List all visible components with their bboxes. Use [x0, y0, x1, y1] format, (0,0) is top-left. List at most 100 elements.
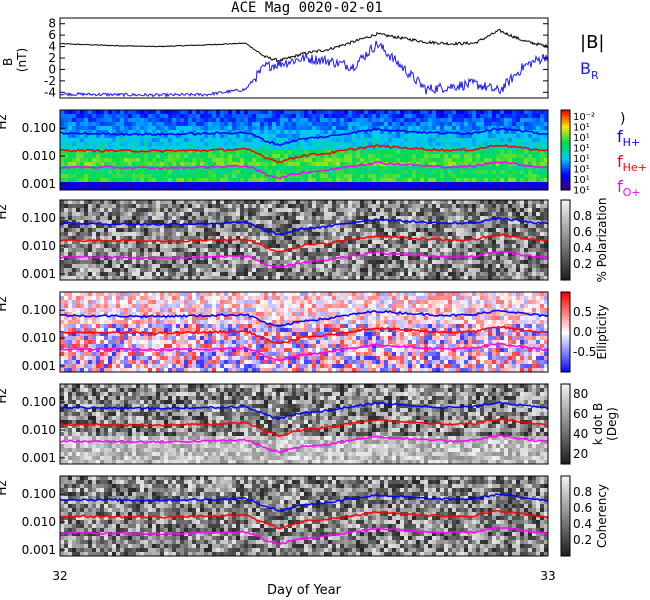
y-tick-label: 0.010	[22, 423, 56, 437]
legend-fHe: fHe+	[617, 152, 647, 174]
y-tick-label: 0.100	[22, 211, 56, 225]
y-tick-label: 8	[48, 17, 56, 31]
colorbar-tick-label: 0.8	[573, 485, 592, 499]
y-axis-label: Hz	[0, 204, 9, 219]
colorbar-frame	[560, 291, 571, 373]
legend-fO: fO+	[617, 177, 641, 199]
series-fO-line	[59, 250, 549, 268]
series-fH-line	[59, 401, 549, 421]
colorbar-tick-label: 10¹	[573, 144, 590, 155]
colorbar: 0.8 0.6 0.4 0.2 Coherency	[560, 475, 609, 557]
panel-kdotb: 0.100 0.010 0.001 Hz 80 60 40 20k dot B(Deg)	[0, 383, 619, 465]
heatmap-cells	[60, 476, 548, 556]
legend-fH: fH+	[617, 127, 640, 149]
series-fH-line	[59, 309, 549, 327]
y-axis-label: Hz	[0, 296, 9, 311]
colorbar-tick-label: 0.2	[573, 533, 592, 547]
panel-data	[59, 28, 549, 99]
series-fO-line	[59, 433, 549, 454]
y-tick-label: 0.001	[22, 451, 56, 465]
legend-paren: )	[620, 111, 625, 127]
colorbar-tick-label: 0.5	[573, 305, 592, 319]
panel-frame	[59, 199, 549, 281]
colorbar-label: k dot B(Deg)	[591, 403, 619, 445]
y-tick-label: 4	[48, 40, 56, 54]
y-tick-label: 0.001	[22, 359, 56, 373]
colorbar-tick-label: 0.2	[573, 257, 592, 271]
series-fHe-line	[59, 143, 549, 164]
x-axis-label: Day of Year	[267, 583, 342, 598]
panel-frame	[59, 291, 549, 373]
colorbar-frame	[560, 383, 571, 465]
y-tick-label: 2	[48, 51, 56, 65]
y-tick-label: -2	[44, 74, 56, 88]
colorbar-tick-label: 10⁻²	[573, 112, 595, 123]
series-fH-line	[60, 216, 549, 236]
y-tick-label: 0.001	[22, 543, 56, 557]
colorbar-label: Ellipticity	[595, 305, 609, 360]
colorbar-tick-label: 10¹	[573, 154, 590, 165]
colorbar-tick-label: 0.4	[573, 241, 592, 255]
x-tick-32: 32	[52, 569, 67, 583]
colorbar-tick-label: 10¹	[573, 165, 590, 176]
colorbar-tick-label: 10¹	[573, 123, 590, 134]
colorbar-tick-label: 10¹	[573, 175, 590, 186]
y-tick-label: 0.100	[22, 395, 56, 409]
panel-frame	[59, 475, 549, 557]
series-fH-line	[59, 492, 549, 512]
series-fHe-line	[59, 509, 549, 530]
colorbar-tick-label: -0.5	[573, 345, 596, 359]
y-axis-label: Hz	[0, 480, 9, 495]
colorbar-frame	[560, 199, 571, 281]
y-tick-label: 0.100	[22, 487, 56, 501]
y-tick-label: -4	[44, 85, 56, 99]
colorbar-tick-label: 80	[573, 387, 588, 401]
colorbar-tick-label: 60	[573, 407, 588, 421]
y-tick-label: 0.100	[22, 303, 56, 317]
y-axis-label: Hz	[0, 114, 9, 129]
series-fO-line	[59, 526, 549, 546]
legend-bmag: |B|	[580, 32, 604, 53]
colorbar-tick-label: 0.4	[573, 517, 592, 531]
colorbar-tick-label: 0.6	[573, 225, 592, 239]
y-tick-label: 0.100	[22, 121, 56, 135]
heatmap-cells	[60, 200, 548, 280]
y-tick-label: 0.010	[22, 515, 56, 529]
series-fH-line	[59, 126, 549, 147]
y-tick-label: 0.001	[22, 267, 56, 281]
colorbar-frame	[560, 475, 571, 557]
colorbar-tick-label: 10¹	[573, 133, 590, 144]
y-tick-label: 0.010	[22, 331, 56, 345]
panel-polarization: 0.100 0.010 0.001 Hz 0.8 0.6 0.4 0.2% Polarizat…	[0, 198, 609, 283]
colorbar: 0.8 0.6 0.4 0.2% Polarization	[560, 198, 609, 282]
colorbar-tick-label: 10¹	[573, 186, 590, 197]
colorbar-tick-label: 0.8	[573, 209, 592, 223]
y-tick-label: 0.010	[22, 239, 56, 253]
series-fHe-line	[59, 233, 549, 253]
heatmap-cells	[60, 110, 548, 190]
heatmap-cells	[60, 292, 548, 372]
colorbar: 80 60 40 20k dot B(Deg)	[560, 383, 619, 465]
panel-coherency: 0.100 0.010 0.001 Hz 0.8 0.6 0.4 0.2 Coherency	[0, 475, 609, 557]
series-fO-line	[59, 161, 549, 180]
y-tick-label: 0	[48, 62, 56, 76]
y-axis-label: B (nT)	[1, 48, 29, 72]
y-axis-label: Hz	[0, 388, 9, 403]
series-br-line	[60, 40, 549, 99]
series-fHe-line	[59, 417, 549, 437]
series-bmag-line	[59, 28, 549, 63]
series-fO-line	[59, 341, 549, 362]
colorbar-frame	[560, 109, 571, 191]
panel-frame	[59, 109, 549, 191]
panel-frame	[59, 383, 549, 465]
x-tick-33: 33	[540, 569, 555, 583]
chart-title: ACE Mag 0020-02-01	[231, 0, 383, 16]
